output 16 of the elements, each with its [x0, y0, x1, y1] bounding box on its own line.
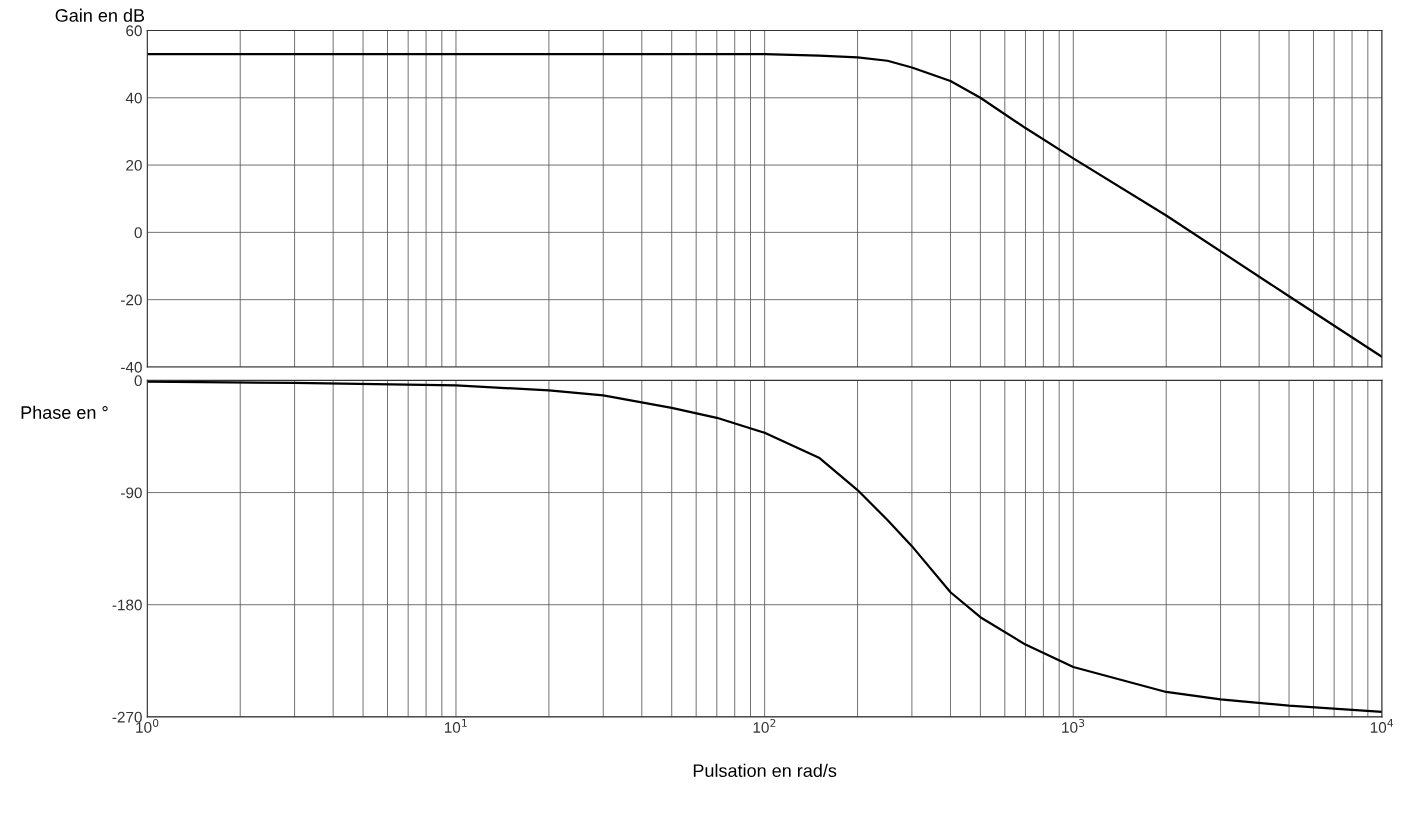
x-tick-label: 10$^{4}$ — [1370, 719, 1394, 733]
y-tick-label: 40 — [125, 92, 142, 104]
y-tick-label: -20 — [121, 294, 142, 306]
y-tick-label: 0 — [134, 227, 142, 239]
y-tick-label: 0 — [134, 375, 142, 387]
x-tick-label: 10$^{3}$ — [1062, 718, 1085, 733]
x-axis-title: Pulsation en rad/s — [693, 763, 837, 778]
y-axis-title: Phase en ° — [21, 405, 108, 419]
y-axis-title: Gain en dB — [55, 8, 145, 22]
x-tick-label: 10$^{1}$ — [444, 719, 467, 733]
y-tick-label: 20 — [126, 159, 142, 171]
y-tick-label: -90 — [121, 487, 142, 499]
y-tick-label: -180 — [112, 599, 142, 611]
x-tick-label: 10$^{2}$ — [753, 718, 776, 733]
y-tick-label: -40 — [121, 361, 142, 373]
y-tick-label: 60 — [126, 25, 142, 37]
